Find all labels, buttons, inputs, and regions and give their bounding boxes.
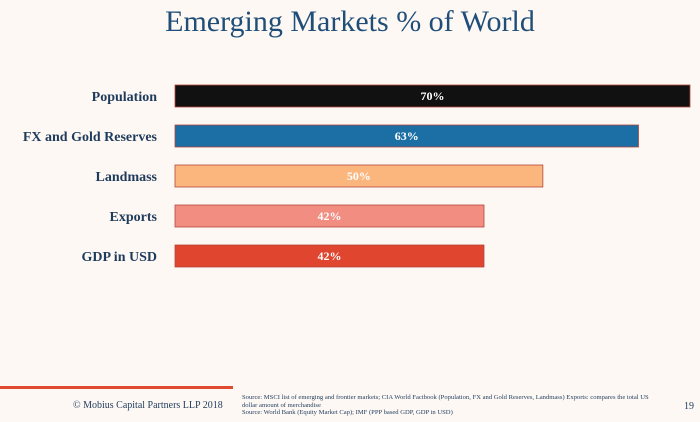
page-number: 19 — [684, 401, 694, 412]
category-label: Landmass — [96, 170, 158, 185]
page-title: Emerging Markets % of World — [165, 5, 535, 38]
category-label: FX and Gold Reserves — [23, 130, 158, 145]
value-label: 42% — [318, 249, 342, 263]
footer-divider — [0, 386, 233, 389]
value-label: 42% — [318, 209, 342, 223]
source-line-1: Source: MSCI list of emerging and fronti… — [242, 394, 649, 409]
source-note: Source: MSCI list of emerging and fronti… — [242, 394, 652, 417]
bar-population — [174, 84, 691, 108]
category-label: GDP in USD — [82, 250, 157, 265]
bar-gdp-in-usd — [174, 244, 485, 268]
copyright-text: © Mobius Capital Partners LLP 2018 — [73, 400, 223, 411]
value-label: 50% — [347, 169, 371, 183]
bar-chart: Population 70% FX and Gold Reserves 63% Land… — [23, 84, 691, 268]
bar-exports — [174, 204, 485, 228]
source-line-2: Source: World Bank (Equity Market Cap); … — [242, 409, 453, 417]
bar-landmass — [174, 164, 544, 188]
bar-fx-and-gold-reserves — [174, 124, 639, 148]
category-label: Exports — [110, 210, 158, 225]
value-label: 63% — [395, 129, 419, 143]
value-label: 70% — [421, 89, 445, 103]
category-label: Population — [92, 90, 158, 105]
